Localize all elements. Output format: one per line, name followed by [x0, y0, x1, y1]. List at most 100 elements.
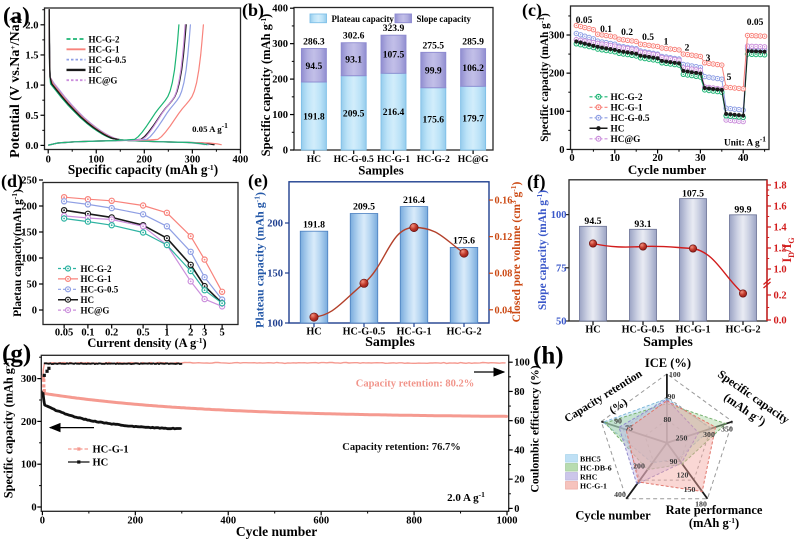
svg-text:HC-G-1: HC-G-1 [580, 482, 607, 491]
svg-text:HC-G-1: HC-G-1 [396, 327, 431, 338]
svg-text:275.5: 275.5 [423, 40, 445, 51]
svg-text:200: 200 [267, 219, 283, 230]
svg-text:HC-G-2: HC-G-2 [417, 154, 450, 165]
svg-text:0: 0 [283, 146, 288, 157]
svg-text:Cycle number: Cycle number [236, 524, 317, 539]
svg-text:1.5: 1.5 [25, 51, 38, 62]
svg-text:HC-G-2: HC-G-2 [446, 327, 481, 338]
svg-text:0: 0 [46, 155, 51, 166]
svg-text:0.1: 0.1 [600, 25, 612, 35]
svg-text:0.05: 0.05 [55, 328, 73, 339]
svg-text:175.6: 175.6 [453, 236, 475, 247]
svg-text:HC-G-1: HC-G-1 [675, 325, 710, 336]
svg-text:Capacity retention: 80.2%: Capacity retention: 80.2% [356, 379, 475, 390]
svg-text:Coulombic efficiency (%): Coulombic efficiency (%) [529, 365, 542, 492]
svg-text:HC-G-0.5: HC-G-0.5 [343, 327, 386, 338]
svg-text:60: 60 [514, 416, 524, 427]
svg-text:Samples: Samples [643, 335, 693, 350]
svg-text:80: 80 [664, 415, 672, 424]
svg-text:100: 100 [272, 110, 288, 121]
svg-text:Specific capacity (mAh g-1): Specific capacity (mAh g-1) [2, 358, 16, 498]
svg-text:200: 200 [21, 417, 37, 428]
svg-text:1: 1 [164, 328, 169, 339]
svg-text:323.9: 323.9 [383, 23, 405, 34]
svg-text:Capacity retention: 76.7%: Capacity retention: 76.7% [342, 442, 461, 453]
svg-text:Potential (V vs.Na+/Na ): Potential (V vs.Na+/Na ) [8, 16, 23, 158]
svg-text:2.0 A g-1: 2.0 A g-1 [447, 490, 485, 504]
svg-text:209.5: 209.5 [343, 108, 365, 119]
svg-text:107.5: 107.5 [682, 188, 704, 199]
svg-text:ICE (%): ICE (%) [645, 356, 691, 370]
svg-text:179.7: 179.7 [462, 114, 484, 125]
svg-text:120: 120 [677, 471, 689, 480]
svg-text:200: 200 [633, 462, 645, 471]
svg-text:Current density (A g-1): Current density (A g-1) [87, 336, 206, 350]
svg-text:200: 200 [549, 69, 565, 80]
svg-text:HC-G-0.5: HC-G-0.5 [89, 55, 127, 65]
svg-text:HC-G-2: HC-G-2 [725, 325, 760, 336]
svg-text:0.12: 0.12 [495, 232, 513, 243]
svg-text:Slope capacity (mAh g-1): Slope capacity (mAh g-1) [535, 190, 549, 310]
svg-text:HC@G: HC@G [458, 154, 489, 165]
svg-text:Samples: Samples [365, 335, 415, 350]
svg-text:75: 75 [556, 263, 567, 274]
svg-text:200: 200 [272, 75, 288, 86]
svg-text:150: 150 [684, 485, 696, 494]
svg-text:(g): (g) [2, 341, 31, 368]
svg-text:93.1: 93.1 [345, 55, 362, 66]
svg-text:0.2: 0.2 [105, 328, 118, 339]
svg-text:(d): (d) [1, 171, 23, 192]
svg-text:400: 400 [233, 155, 249, 166]
svg-text:2.0: 2.0 [25, 20, 38, 31]
svg-text:216.4: 216.4 [403, 195, 425, 206]
svg-text:3: 3 [706, 54, 711, 64]
svg-text:40: 40 [738, 153, 749, 164]
svg-text:Plateau capacity (mAh g-1): Plateau capacity (mAh g-1) [253, 192, 267, 328]
svg-text:(mAh g-1): (mAh g-1) [689, 516, 739, 530]
svg-text:Plaetau capacity(mAh g-1): Plaetau capacity(mAh g-1) [10, 189, 24, 317]
svg-text:10: 10 [610, 153, 621, 164]
svg-text:20: 20 [514, 475, 524, 486]
svg-text:75: 75 [625, 424, 633, 433]
svg-text:302.6: 302.6 [343, 31, 365, 42]
svg-text:0.05: 0.05 [747, 18, 764, 28]
svg-text:180: 180 [695, 500, 707, 509]
svg-text:1: 1 [664, 38, 669, 48]
svg-text:285.9: 285.9 [462, 37, 484, 48]
svg-text:200: 200 [136, 155, 152, 166]
svg-text:0.04: 0.04 [495, 305, 513, 316]
svg-text:300: 300 [549, 31, 565, 42]
svg-text:Closed pore volume (cm3 g-1): Closed pore volume (cm3 g-1) [509, 181, 523, 322]
svg-text:Specific capacity (mAh g-1): Specific capacity (mAh g-1) [537, 13, 551, 142]
svg-text:50: 50 [556, 317, 567, 328]
svg-text:0.1: 0.1 [81, 328, 94, 339]
svg-text:40: 40 [514, 445, 524, 456]
svg-text:300: 300 [272, 39, 288, 50]
svg-text:HC: HC [93, 458, 109, 469]
svg-text:HC-G-1: HC-G-1 [89, 45, 120, 55]
svg-text:0.5: 0.5 [25, 111, 38, 122]
svg-text:Cycle number: Cycle number [575, 509, 651, 523]
svg-text:Cycle number: Cycle number [628, 162, 707, 177]
svg-text:HC: HC [611, 125, 625, 135]
svg-text:2: 2 [685, 44, 690, 54]
svg-text:0: 0 [514, 504, 519, 515]
svg-text:0: 0 [559, 145, 564, 156]
svg-text:300: 300 [21, 374, 37, 385]
svg-text:Specific capacity (mAh g-1): Specific capacity (mAh g-1) [259, 14, 273, 157]
svg-text:5: 5 [219, 328, 224, 339]
svg-text:93.1: 93.1 [634, 219, 651, 230]
svg-text:Plateau capacity: Plateau capacity [332, 14, 395, 24]
svg-text:100: 100 [267, 319, 283, 330]
svg-text:350: 350 [721, 425, 733, 434]
svg-text:90: 90 [670, 457, 678, 466]
svg-text:1.8: 1.8 [774, 181, 787, 192]
svg-text:HC@G: HC@G [611, 135, 641, 145]
svg-text:191.8: 191.8 [303, 219, 325, 230]
svg-text:300: 300 [185, 155, 201, 166]
svg-text:0: 0 [31, 503, 36, 514]
svg-text:100: 100 [21, 254, 37, 265]
svg-text:100: 100 [549, 107, 565, 118]
svg-text:HC@G: HC@G [81, 305, 110, 315]
svg-text:0.08: 0.08 [495, 269, 513, 280]
